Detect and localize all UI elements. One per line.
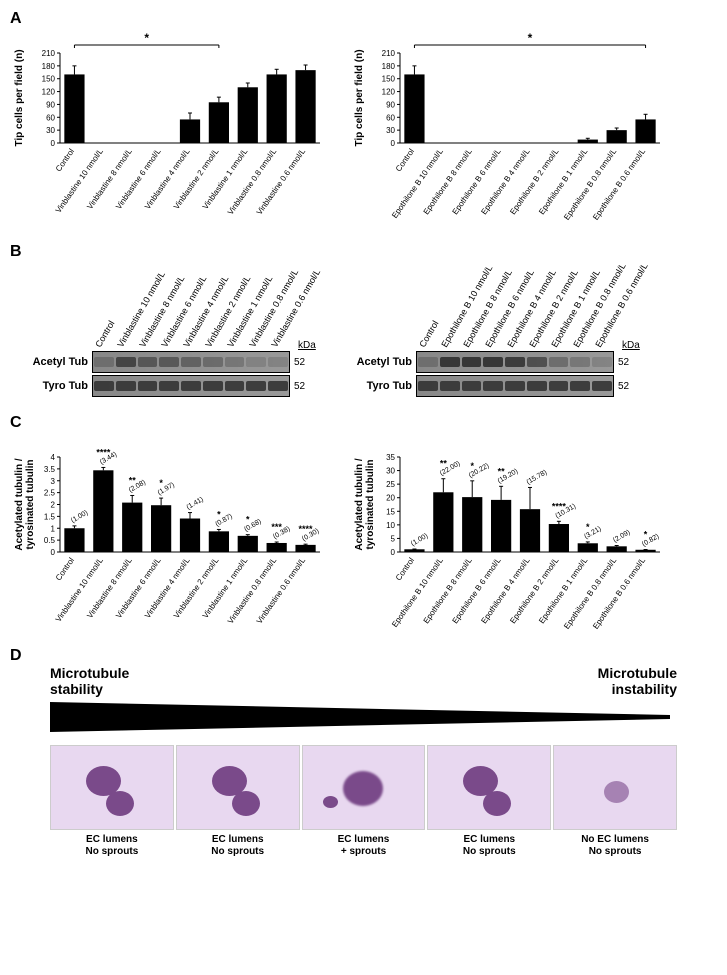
svg-text:60: 60: [386, 113, 395, 122]
panel-d: D Microtubule stability Microtubule inst…: [10, 647, 717, 858]
svg-text:Epothilone B 0.6 nmol/L: Epothilone B 0.6 nmol/L: [591, 147, 647, 222]
svg-text:*: *: [470, 461, 474, 471]
instability-label: Microtubule instability: [598, 665, 677, 697]
svg-text:20: 20: [386, 494, 395, 503]
svg-text:1.5: 1.5: [44, 512, 56, 521]
panel-a-label: A: [10, 10, 22, 28]
svg-text:(1.41): (1.41): [186, 496, 205, 511]
svg-text:Tip cells per field (n): Tip cells per field (n): [14, 49, 25, 146]
svg-text:*: *: [586, 522, 590, 532]
svg-text:*: *: [144, 31, 149, 45]
svg-text:3: 3: [51, 477, 56, 486]
stability-label: Microtubule stability: [50, 665, 129, 697]
chart-c-right: 0 5 10 15 20 25 30 35 Acetylated tubulin /tyrosi…: [350, 432, 670, 632]
svg-text:**: **: [498, 466, 506, 476]
panel-c-label: C: [10, 414, 22, 432]
microscopy-image: EC lumens No sprouts: [50, 745, 174, 858]
svg-text:(2.09): (2.09): [612, 529, 631, 544]
svg-text:4: 4: [51, 453, 56, 462]
svg-text:30: 30: [386, 467, 395, 476]
svg-text:Vinblastine 0.6 nmol/L: Vinblastine 0.6 nmol/L: [255, 147, 308, 217]
svg-text:Control: Control: [54, 556, 76, 582]
svg-text:150: 150: [382, 75, 396, 84]
svg-text:Control: Control: [394, 147, 416, 173]
svg-text:(15.78): (15.78): [526, 469, 549, 486]
svg-text:180: 180: [382, 62, 396, 71]
svg-text:120: 120: [42, 88, 56, 97]
svg-text:*: *: [644, 530, 648, 540]
svg-text:Epothilone B 0.8 nmol/L: Epothilone B 0.8 nmol/L: [562, 556, 618, 631]
svg-text:*: *: [159, 478, 163, 488]
svg-text:120: 120: [382, 88, 396, 97]
svg-text:*: *: [246, 515, 250, 525]
svg-text:Acetylated tubulin /tyrosinate: Acetylated tubulin /tyrosinated tubulin: [14, 458, 36, 550]
microscopy-image: EC lumens + sprouts: [302, 745, 426, 858]
panel-b-label: B: [10, 243, 22, 261]
svg-text:Vinblastine 0.8 nmol/L: Vinblastine 0.8 nmol/L: [226, 147, 279, 217]
svg-text:3.5: 3.5: [44, 465, 56, 474]
svg-text:90: 90: [46, 100, 55, 109]
svg-text:180: 180: [42, 62, 56, 71]
panel-c: C 0 0.5 1 1.5 2 2.5 3 3.5 4 Acetylated tubulin /t…: [10, 414, 717, 632]
gradient-triangle: [50, 702, 677, 737]
svg-text:**: **: [440, 459, 448, 469]
panel-b: B ControlVinblastine 10 nmol/LVinblastin…: [10, 243, 717, 399]
svg-text:210: 210: [42, 49, 56, 58]
svg-text:10: 10: [386, 521, 395, 530]
svg-text:Control: Control: [54, 147, 76, 173]
svg-text:****: ****: [96, 447, 111, 457]
svg-text:0.5: 0.5: [44, 536, 56, 545]
blot-right: ControlEpothilone B 10 nmol/LEpothilone …: [354, 261, 648, 399]
svg-text:2.5: 2.5: [44, 489, 56, 498]
panel-a: A 0 30 60 90 120 150 180 210 Tip cells per field…: [10, 10, 717, 228]
blot-left: ControlVinblastine 10 nmol/LVinblastine …: [30, 261, 324, 399]
chart-c-left: 0 0.5 1 1.5 2 2.5 3 3.5 4 Acetylated tubulin /tyr…: [10, 432, 330, 632]
svg-text:***: ***: [271, 522, 282, 532]
panel-d-label: D: [10, 647, 22, 665]
svg-text:*: *: [217, 509, 221, 519]
chart-a-right: 0 30 60 90 120 150 180 210 Tip cells per field (…: [350, 28, 670, 228]
svg-text:150: 150: [42, 75, 56, 84]
svg-text:30: 30: [46, 126, 55, 135]
svg-text:0: 0: [51, 139, 56, 148]
svg-text:30: 30: [386, 126, 395, 135]
svg-text:(1.00): (1.00): [410, 533, 429, 548]
svg-text:25: 25: [386, 480, 395, 489]
svg-text:0: 0: [51, 548, 56, 557]
svg-text:Epothilone B 10 nmol/L: Epothilone B 10 nmol/L: [390, 147, 445, 220]
svg-text:0: 0: [391, 548, 396, 557]
svg-text:Vinblastine 0.8 nmol/L: Vinblastine 0.8 nmol/L: [226, 556, 279, 626]
svg-text:5: 5: [391, 534, 396, 543]
svg-text:90: 90: [386, 100, 395, 109]
microscopy-image: EC lumens No sprouts: [176, 745, 300, 858]
svg-text:0: 0: [391, 139, 396, 148]
svg-text:2: 2: [51, 501, 56, 510]
svg-text:**: **: [129, 475, 137, 485]
svg-text:****: ****: [299, 524, 314, 534]
svg-text:*: *: [528, 31, 533, 45]
microscopy-image: No EC lumens No sprouts: [553, 745, 677, 858]
svg-text:Vinblastine 0.6 nmol/L: Vinblastine 0.6 nmol/L: [255, 556, 308, 626]
svg-text:Epothilone B 0.6 nmol/L: Epothilone B 0.6 nmol/L: [591, 556, 647, 631]
svg-text:Acetylated tubulin /tyrosinate: Acetylated tubulin /tyrosinated tubulin: [354, 458, 376, 550]
chart-a-left: 0 30 60 90 120 150 180 210 Tip cells per field (…: [10, 28, 330, 228]
svg-text:Epothilone B 10 nmol/L: Epothilone B 10 nmol/L: [390, 556, 445, 629]
svg-text:****: ****: [552, 501, 567, 511]
svg-text:60: 60: [46, 113, 55, 122]
microscopy-image: EC lumens No sprouts: [427, 745, 551, 858]
svg-text:Epothilone B 0.8 nmol/L: Epothilone B 0.8 nmol/L: [562, 147, 618, 222]
svg-text:15: 15: [386, 507, 395, 516]
svg-text:210: 210: [382, 49, 396, 58]
svg-text:Control: Control: [394, 556, 416, 582]
svg-text:1: 1: [51, 524, 56, 533]
svg-text:35: 35: [386, 453, 395, 462]
svg-text:(1.00): (1.00): [70, 509, 89, 524]
svg-text:Tip cells per field (n): Tip cells per field (n): [354, 49, 365, 146]
